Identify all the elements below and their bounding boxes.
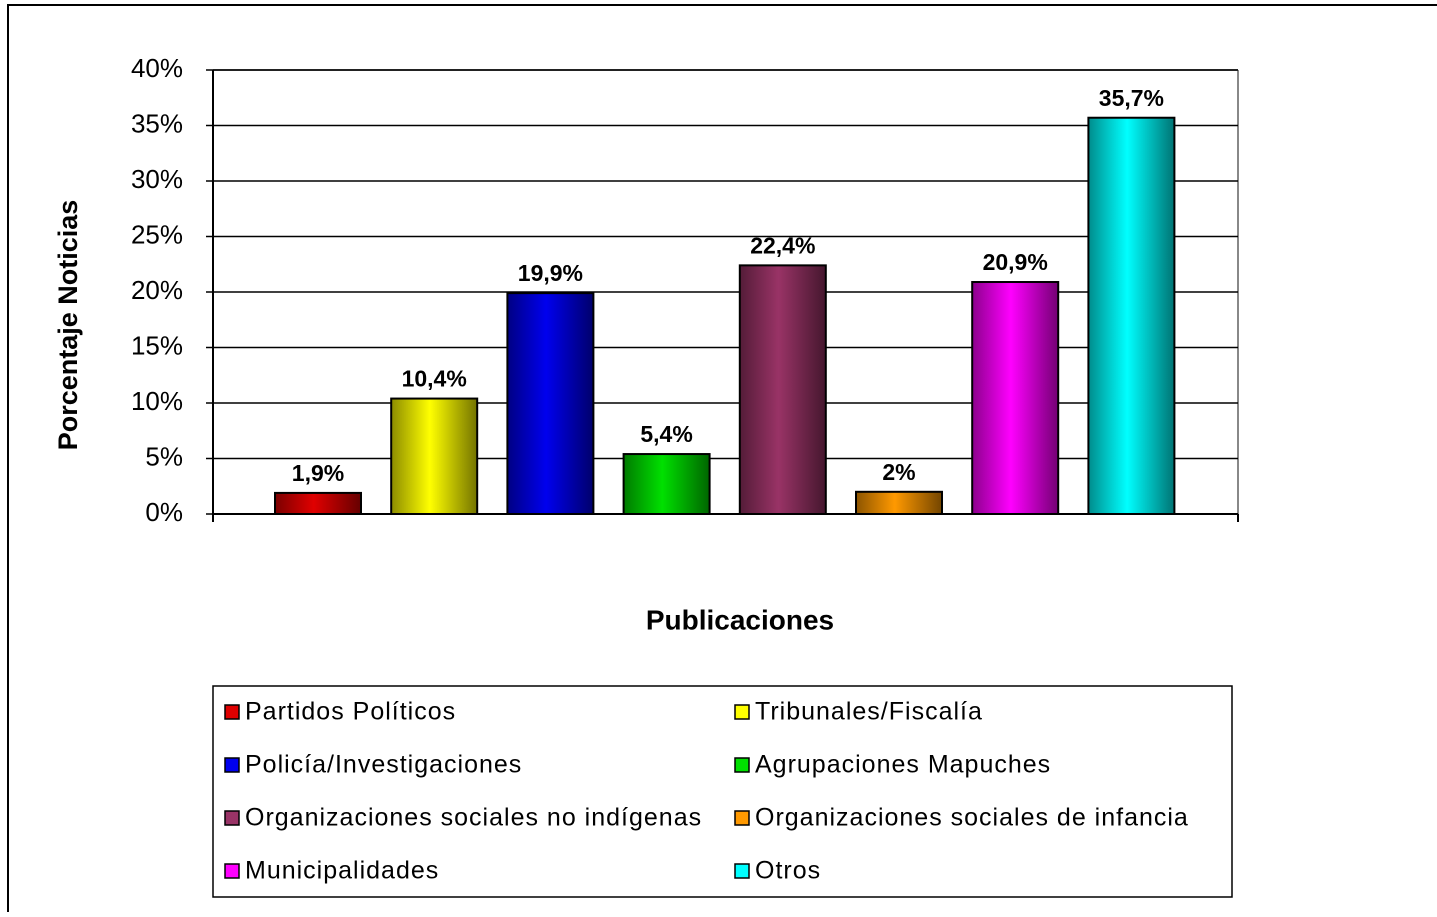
bar xyxy=(738,264,827,515)
legend-label: Municipalidades xyxy=(245,857,439,885)
legend-label: Policía/Investigaciones xyxy=(245,751,522,779)
y-tick-label: 20% xyxy=(131,275,183,305)
legend-box xyxy=(212,685,1233,898)
data-label: 2% xyxy=(882,459,915,485)
legend-swatch xyxy=(734,810,750,826)
x-axis-title: Publicaciones xyxy=(646,604,834,635)
legend-swatch xyxy=(224,704,240,720)
y-tick-label: 5% xyxy=(145,441,183,471)
y-tick-label: 35% xyxy=(131,108,183,138)
bar xyxy=(274,491,362,516)
data-label: 35,7% xyxy=(1099,85,1164,111)
frame xyxy=(7,4,1437,917)
bar xyxy=(390,397,479,515)
bar xyxy=(622,453,711,515)
y-tick-label: 30% xyxy=(131,164,183,194)
y-tick-label: 0% xyxy=(145,497,183,527)
data-label: 10,4% xyxy=(402,366,467,392)
legend-label: Otros xyxy=(755,857,821,885)
bar xyxy=(971,281,1060,516)
legend-label: Organizaciones sociales de infancia xyxy=(755,804,1189,832)
y-tick-label: 25% xyxy=(131,219,183,249)
data-label: 5,4% xyxy=(640,421,692,447)
legend-swatch xyxy=(224,863,240,879)
legend-swatch xyxy=(734,704,750,720)
legend-label: Agrupaciones Mapuches xyxy=(755,751,1051,779)
data-label: 1,9% xyxy=(292,460,344,486)
legend-label: Organizaciones sociales no indígenas xyxy=(245,804,702,832)
data-label: 19,9% xyxy=(518,260,583,286)
data-label: 22,4% xyxy=(750,232,815,258)
bar xyxy=(855,490,943,515)
y-axis-title: Porcentaje Noticias xyxy=(53,200,83,451)
legend-swatch xyxy=(224,810,240,826)
legend-label: Partidos Políticos xyxy=(245,698,456,726)
legend-label: Tribunales/Fiscalía xyxy=(755,698,983,726)
bar xyxy=(1087,116,1176,515)
y-tick-label: 40% xyxy=(131,53,183,83)
data-label: 20,9% xyxy=(983,249,1048,275)
y-tick-label: 15% xyxy=(131,330,183,360)
legend-swatch xyxy=(224,757,240,773)
legend-swatch xyxy=(734,863,750,879)
legend-swatch xyxy=(734,757,750,773)
y-tick-label: 10% xyxy=(131,386,183,416)
bar xyxy=(506,292,595,515)
